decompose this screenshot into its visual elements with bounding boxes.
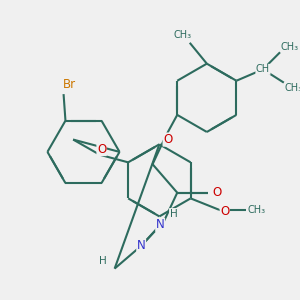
Text: CH₃: CH₃ (280, 42, 298, 52)
Text: H: H (169, 208, 177, 219)
Text: H: H (99, 256, 107, 266)
Text: N: N (156, 218, 164, 232)
Text: CH₃: CH₃ (248, 205, 266, 215)
Text: O: O (220, 205, 230, 218)
Text: O: O (163, 133, 172, 146)
Text: CH₃: CH₃ (284, 83, 300, 93)
Text: CH₃: CH₃ (173, 30, 191, 40)
Text: CH: CH (256, 64, 270, 74)
Text: N: N (137, 239, 146, 252)
Text: O: O (97, 142, 106, 156)
Text: O: O (212, 186, 222, 199)
Text: Br: Br (63, 78, 76, 91)
